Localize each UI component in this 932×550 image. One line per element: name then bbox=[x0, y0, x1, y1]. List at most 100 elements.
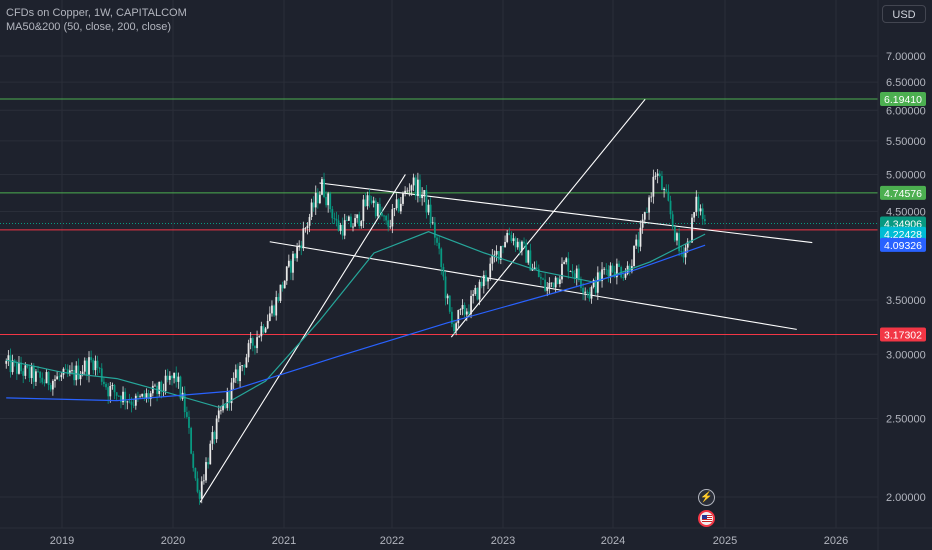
candle bbox=[316, 188, 319, 209]
currency-button[interactable]: USD bbox=[882, 5, 926, 23]
candle bbox=[641, 213, 644, 234]
candle bbox=[258, 335, 261, 338]
candle bbox=[605, 263, 608, 276]
candle bbox=[533, 261, 536, 271]
candle bbox=[676, 231, 678, 246]
candle bbox=[68, 365, 71, 377]
candle bbox=[64, 364, 67, 370]
candle bbox=[684, 244, 687, 265]
y-tick-label: 7.00000 bbox=[886, 51, 926, 63]
candle bbox=[298, 240, 301, 251]
candle bbox=[124, 388, 127, 410]
candle bbox=[56, 371, 59, 380]
candle bbox=[277, 293, 280, 303]
candle bbox=[646, 207, 648, 214]
candle bbox=[222, 399, 224, 413]
candle bbox=[419, 174, 421, 202]
candle bbox=[423, 189, 426, 203]
candle bbox=[20, 356, 22, 374]
ma-legend[interactable]: MA50&200 (50, close, 200, close) bbox=[6, 21, 172, 33]
y-tick-label: 4.50000 bbox=[886, 207, 926, 219]
candle bbox=[96, 355, 99, 376]
candle bbox=[264, 326, 267, 334]
candle bbox=[561, 257, 563, 284]
trendline[interactable] bbox=[450, 98, 646, 338]
candle bbox=[552, 282, 555, 289]
candle bbox=[215, 415, 218, 443]
candle bbox=[128, 393, 131, 404]
candle bbox=[499, 245, 502, 265]
candle bbox=[154, 383, 156, 387]
candle bbox=[41, 372, 44, 385]
candle bbox=[117, 395, 120, 397]
candle bbox=[160, 380, 163, 399]
candle bbox=[105, 382, 107, 390]
candle bbox=[43, 379, 46, 387]
candle bbox=[296, 242, 299, 262]
candle bbox=[205, 457, 207, 483]
candle bbox=[245, 353, 248, 368]
candle bbox=[459, 308, 462, 316]
candle bbox=[132, 399, 135, 409]
candle bbox=[166, 368, 169, 383]
us-flag-icon[interactable] bbox=[698, 510, 715, 527]
time-axis[interactable]: 2019 2020 2021 2022 2023 2024 2025 2026 bbox=[0, 527, 932, 547]
candle bbox=[149, 390, 152, 407]
candle bbox=[622, 273, 625, 281]
candle bbox=[302, 221, 305, 252]
trendline[interactable] bbox=[199, 174, 406, 503]
trendline[interactable] bbox=[319, 182, 813, 244]
candle bbox=[531, 263, 534, 272]
candle bbox=[697, 194, 700, 219]
candle bbox=[343, 213, 346, 240]
candle bbox=[661, 171, 663, 191]
candle bbox=[556, 277, 559, 285]
candle bbox=[643, 211, 646, 224]
x-tick-label: 2021 bbox=[272, 535, 296, 547]
candle bbox=[412, 173, 415, 191]
candle bbox=[192, 450, 195, 472]
candle bbox=[573, 270, 576, 284]
candle bbox=[251, 336, 254, 352]
candle bbox=[254, 345, 256, 355]
candle bbox=[181, 386, 184, 401]
candle bbox=[682, 246, 685, 263]
candle bbox=[588, 287, 591, 302]
price-tag: 4.09326 bbox=[880, 237, 926, 252]
lightning-icon[interactable]: ⚡ bbox=[698, 489, 715, 506]
candle bbox=[504, 235, 506, 248]
ma-line-ma50[interactable] bbox=[6, 231, 706, 409]
candle bbox=[300, 240, 303, 256]
candle bbox=[18, 355, 20, 375]
candle bbox=[665, 184, 668, 193]
price-axis[interactable]: 7.00000 6.50000 6.00000 5.50000 5.00000 4.500… bbox=[877, 0, 926, 550]
candle bbox=[650, 192, 653, 203]
x-tick-label: 2025 bbox=[713, 535, 737, 547]
candle bbox=[22, 368, 25, 384]
candle bbox=[546, 282, 549, 297]
candle bbox=[39, 371, 42, 384]
candle bbox=[444, 271, 447, 306]
candle bbox=[510, 231, 513, 244]
x-tick-label: 2024 bbox=[601, 535, 625, 547]
candle bbox=[506, 229, 509, 244]
candle bbox=[402, 191, 404, 207]
price-tag-label: 4.09326 bbox=[884, 240, 922, 252]
candle bbox=[669, 195, 672, 219]
candle bbox=[15, 360, 18, 380]
candle bbox=[370, 195, 373, 205]
candle bbox=[134, 393, 137, 410]
candle bbox=[358, 211, 361, 229]
y-tick-label: 5.50000 bbox=[886, 136, 926, 148]
candle bbox=[354, 213, 356, 227]
candle bbox=[228, 390, 231, 411]
ma-line-ma200[interactable] bbox=[6, 244, 706, 402]
trendline[interactable] bbox=[269, 241, 797, 330]
candle bbox=[673, 226, 676, 243]
candle bbox=[404, 186, 407, 197]
candle bbox=[158, 381, 161, 398]
candle bbox=[376, 202, 379, 218]
candle bbox=[285, 265, 288, 285]
candle bbox=[323, 172, 325, 199]
